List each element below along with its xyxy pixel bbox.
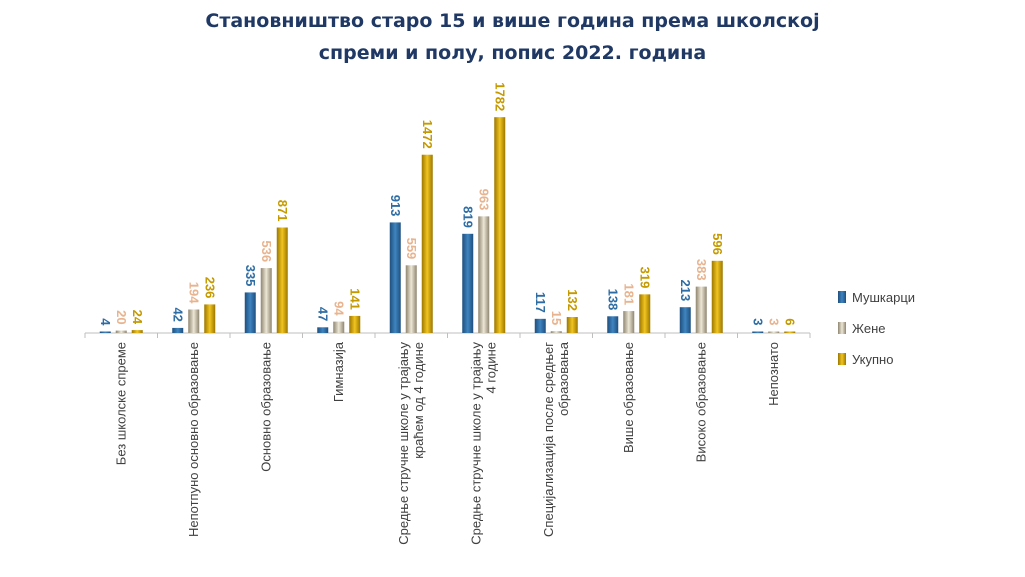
data-label-total: 24: [130, 310, 145, 325]
data-label-men: 213: [678, 280, 693, 302]
bar-total: [421, 154, 433, 333]
bar-men: [462, 233, 474, 333]
legend-label-total: Укупно: [852, 352, 893, 367]
chart-title-line-1: Становништво старо 15 и више година прем…: [205, 10, 820, 32]
bar-men: [607, 316, 619, 333]
category-label: Високо образовање: [693, 342, 708, 462]
data-label-total: 871: [275, 200, 290, 222]
legend-swatch-women: [838, 322, 846, 334]
bar-women: [550, 331, 562, 333]
bar-total: [131, 330, 143, 333]
bar-total: [784, 331, 796, 333]
category-label: Непотпуно основно образовање: [186, 342, 201, 537]
data-label-total: 141: [347, 288, 362, 310]
data-label-men: 819: [460, 206, 475, 228]
data-label-total: 319: [637, 267, 652, 289]
bar-total: [566, 317, 578, 333]
chart-title-line-2: спреми и полу, попис 2022. година: [318, 42, 707, 64]
category-label: Средње стручне школе у трајању4 године: [468, 342, 498, 545]
data-label-women: 20: [114, 310, 129, 324]
bar-men: [534, 318, 546, 333]
data-label-men: 138: [605, 289, 620, 311]
bar-women: [623, 311, 635, 333]
bar-total: [349, 315, 361, 333]
data-label-total: 596: [710, 233, 725, 255]
bar-women: [115, 330, 127, 333]
data-label-women: 963: [476, 189, 491, 211]
bar-total: [711, 260, 723, 333]
bar-women: [333, 321, 345, 333]
bar-men: [99, 331, 111, 333]
data-label-men: 42: [170, 307, 185, 321]
bar-men: [244, 292, 256, 333]
data-label-men: 4: [98, 318, 113, 326]
data-label-total: 1472: [420, 120, 435, 149]
legend: Мушкарци Жене Укупно: [838, 290, 915, 367]
bar-total: [639, 294, 651, 333]
bar-women: [768, 331, 780, 333]
category-label: Средње стручне школе у трајањукраћем од …: [396, 342, 426, 545]
category-label: Без школске спреме: [113, 342, 128, 465]
category-label: Гимназија: [331, 341, 346, 402]
data-label-men: 117: [533, 292, 548, 313]
bar-women: [695, 286, 707, 333]
category-label: Више образовање: [621, 342, 636, 453]
data-label-women: 181: [621, 283, 636, 305]
bar-men: [172, 327, 184, 333]
data-label-women: 94: [331, 301, 346, 316]
data-label-total: 132: [565, 289, 580, 311]
data-label-women: 559: [404, 238, 419, 260]
category-label: Непознато: [766, 342, 781, 406]
data-label-men: 47: [315, 307, 330, 321]
bar-total: [276, 227, 288, 333]
bar-women: [405, 265, 417, 333]
bar-men: [679, 307, 691, 333]
data-label-men: 3: [750, 318, 765, 325]
category-label: Специјализација после средњегобразовања: [541, 341, 571, 537]
data-label-total: 1782: [492, 82, 507, 111]
x-axis: [84, 332, 811, 338]
bar-women: [188, 309, 200, 333]
data-label-men: 335: [243, 265, 258, 287]
data-label-total: 236: [202, 277, 217, 299]
data-label-men: 913: [388, 195, 403, 217]
legend-swatch-men: [838, 291, 846, 303]
bar-women: [260, 268, 272, 333]
bar-total: [494, 117, 506, 334]
bars-group: [99, 117, 796, 334]
legend-label-women: Жене: [852, 321, 885, 336]
data-label-total: 6: [782, 318, 797, 325]
data-label-women: 194: [186, 282, 201, 304]
bar-women: [478, 216, 490, 333]
data-label-women: 3: [766, 318, 781, 325]
data-label-women: 536: [259, 240, 274, 262]
bar-men: [317, 327, 329, 333]
bar-men: [752, 331, 764, 333]
bar-men: [389, 222, 401, 333]
legend-swatch-total: [838, 353, 846, 365]
data-label-women: 15: [549, 311, 564, 325]
category-label: Основно образовање: [258, 342, 273, 472]
category-labels-group: Без школске спреме Непотпуно основно обра…: [113, 341, 781, 544]
data-label-women: 383: [694, 259, 709, 281]
bar-total: [204, 304, 216, 333]
legend-label-men: Мушкарци: [852, 290, 915, 305]
